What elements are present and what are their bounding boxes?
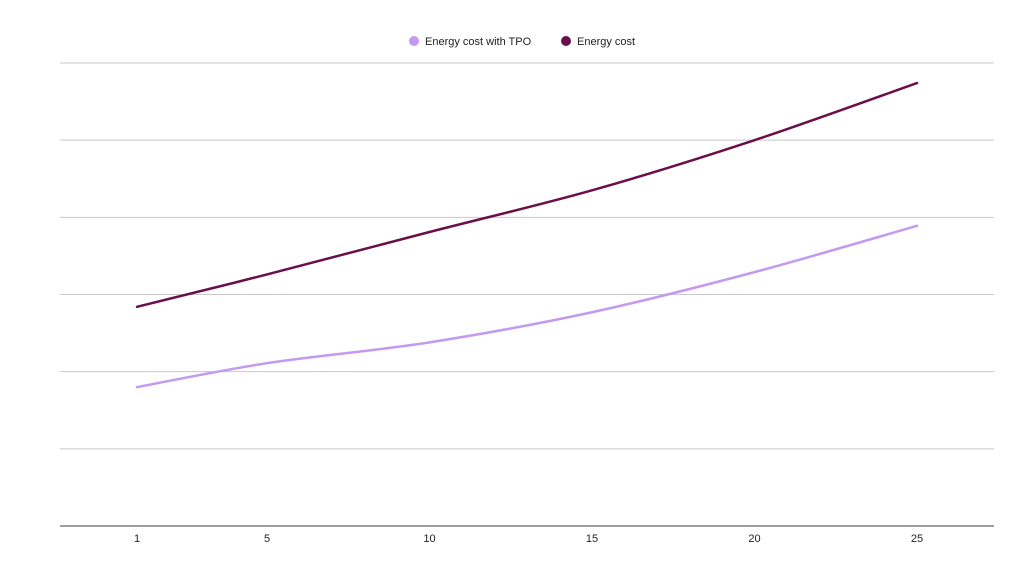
x-tick-labels: 1 5 10 15 20 25 <box>134 533 923 545</box>
gridlines <box>60 62 994 450</box>
x-tick-label: 5 <box>264 533 270 545</box>
legend: Energy cost with TPO Energy cost <box>409 36 635 48</box>
legend-label-energy-cost: Energy cost <box>577 36 635 48</box>
series-line-energy-cost <box>135 81 919 309</box>
x-tick-label: 20 <box>748 533 760 545</box>
x-tick-label: 10 <box>423 533 435 545</box>
x-tick-label: 1 <box>134 533 140 545</box>
series-lines <box>135 81 919 389</box>
legend-marker-energy-cost-with-tpo <box>409 36 419 46</box>
legend-label-energy-cost-with-tpo: Energy cost with TPO <box>425 36 532 48</box>
legend-marker-energy-cost <box>561 36 571 46</box>
x-tick-label: 25 <box>911 533 923 545</box>
series-line-energy-cost-with-tpo <box>135 224 919 389</box>
x-tick-label: 15 <box>586 533 598 545</box>
